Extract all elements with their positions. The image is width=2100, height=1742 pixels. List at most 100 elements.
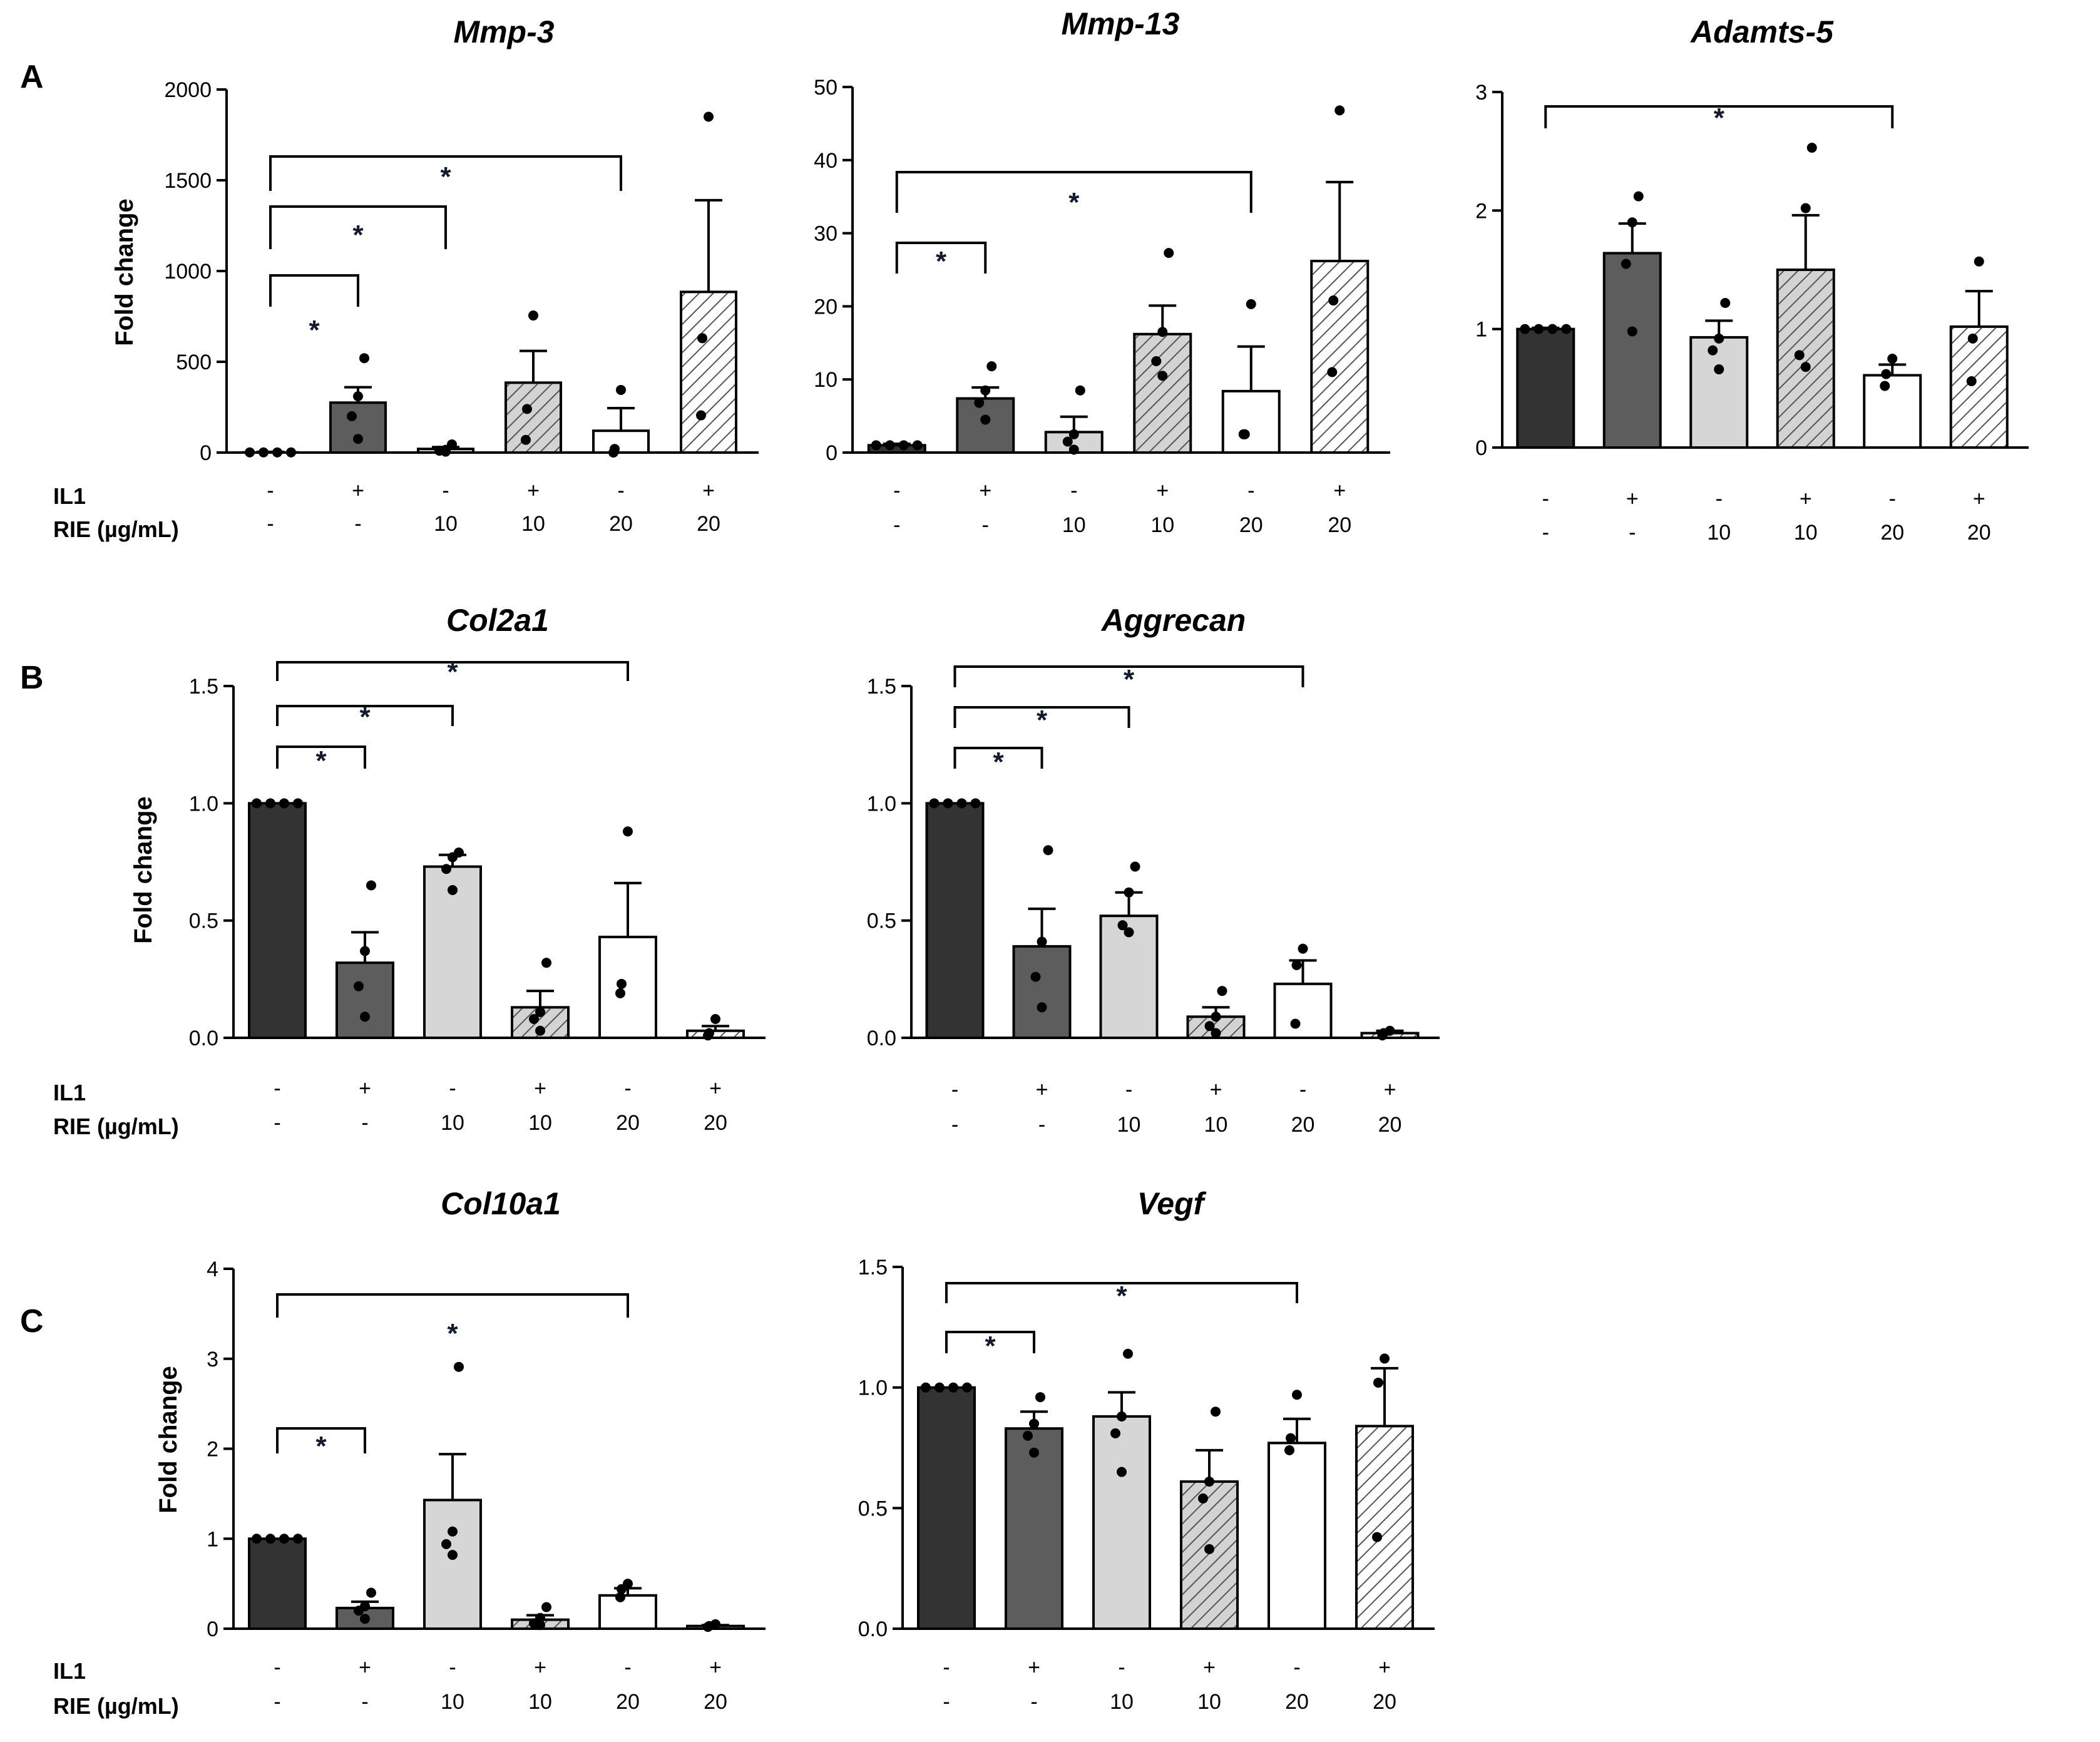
data-point (1035, 1392, 1045, 1403)
data-point (1030, 971, 1041, 982)
data-point (353, 391, 363, 402)
il1-condition-label: - (1299, 1078, 1306, 1102)
significance-star: * (1037, 705, 1048, 735)
data-point (1887, 354, 1898, 364)
rie-condition-label: 10 (1204, 1113, 1228, 1137)
plot-area-aggrecan: 0.0 0.5 1.0 1.5 - - + - - 10 +10 - 20 +20 * * * (867, 664, 1440, 1137)
il1-condition-label: + (534, 1077, 546, 1100)
chart-adamts5: Adamts-5 0 1 2 3 - - + - - 10 +10 - 20 +20 * (1475, 14, 2029, 545)
y-tick-label: 30 (814, 222, 837, 246)
y-tick-label: 0.0 (189, 1027, 218, 1050)
significance-star: * (1116, 1281, 1127, 1311)
row-label-rie-b: RIE (µg/mL) (53, 1114, 179, 1139)
data-point (448, 1526, 458, 1537)
il1-condition-label: - (943, 1656, 950, 1679)
rie-condition-label: - (267, 512, 274, 536)
data-point (293, 1534, 303, 1544)
data-point (697, 333, 707, 344)
rie-condition-label: 20 (1291, 1113, 1315, 1137)
y-tick-label: 2 (207, 1438, 218, 1462)
data-point (1633, 191, 1644, 202)
chart-col10a1: Col10a1 Fold change 0 1 2 3 4 - - + - - 10 +10 - 20 +2… (155, 1186, 766, 1714)
data-point (1800, 203, 1811, 213)
rie-condition-label: 10 (528, 1111, 552, 1135)
data-point (1327, 367, 1338, 377)
data-point (1286, 1433, 1296, 1443)
data-point (454, 1361, 464, 1372)
data-point (1380, 1353, 1390, 1364)
data-point (710, 1014, 720, 1025)
data-point (528, 310, 538, 321)
rie-condition-label: 20 (616, 1690, 640, 1714)
data-point (1334, 105, 1345, 116)
y-tick-label: 1 (1475, 318, 1487, 342)
il1-condition-label: + (1378, 1656, 1391, 1679)
data-point (615, 1592, 625, 1602)
rie-condition-label: - (1542, 521, 1549, 545)
data-point (441, 446, 451, 457)
bar (1092, 1415, 1151, 1631)
data-point (912, 440, 923, 451)
row-label-il1-c: IL1 (53, 1658, 86, 1684)
il1-condition-label: + (352, 479, 364, 503)
il1-condition-label: + (702, 479, 715, 503)
data-point (1037, 936, 1047, 947)
rie-condition-label: 20 (1880, 521, 1904, 545)
il1-condition-label: - (1118, 1656, 1125, 1679)
data-point (1708, 345, 1718, 356)
data-point (448, 1550, 458, 1560)
data-point (1029, 1447, 1039, 1458)
data-point (696, 410, 706, 421)
bar-hatch (1182, 1482, 1236, 1627)
y-tick-label: 1.0 (867, 792, 896, 816)
data-point (1110, 1428, 1120, 1438)
il1-condition-label: + (1800, 487, 1812, 511)
y-tick-label: 3 (1475, 81, 1487, 105)
data-point (1117, 1411, 1127, 1422)
data-point (1377, 1030, 1388, 1041)
data-point (360, 946, 370, 956)
bar (598, 1594, 657, 1630)
rie-condition-label: - (1038, 1113, 1045, 1137)
il1-condition-label: - (1125, 1078, 1132, 1102)
data-point (1966, 376, 1977, 386)
rie-condition-label: 20 (1239, 513, 1263, 537)
chart-title-mmp13: Mmp-13 (1062, 6, 1180, 41)
data-point (1328, 295, 1339, 306)
data-point (1238, 429, 1249, 439)
rie-condition-label: 20 (1373, 1690, 1396, 1714)
data-point (360, 1012, 370, 1022)
il1-condition-label: + (359, 1656, 371, 1679)
data-point (871, 440, 881, 451)
data-point (1124, 887, 1134, 898)
data-point (1794, 350, 1805, 361)
bar (248, 1537, 307, 1630)
y-tick-label: 0 (826, 441, 837, 465)
bar-hatch (1135, 335, 1190, 451)
y-tick-label: 50 (814, 76, 837, 100)
data-point (1627, 326, 1637, 337)
data-point (1211, 1406, 1221, 1417)
rie-condition-label: 20 (609, 512, 633, 536)
rie-condition-label: - (1629, 521, 1636, 545)
data-point (1547, 324, 1558, 334)
il1-condition-label: - (1716, 487, 1723, 511)
data-point (354, 981, 364, 991)
data-point (1800, 362, 1811, 372)
y-tick-label: 0.5 (867, 909, 896, 933)
data-point (617, 1584, 627, 1594)
data-point (1068, 429, 1079, 439)
significance-bracket (276, 1427, 366, 1453)
data-point (535, 1025, 545, 1036)
significance-star: * (359, 702, 371, 732)
data-point (265, 1534, 275, 1544)
significance-bracket (1544, 105, 1894, 128)
rie-condition-label: 10 (434, 512, 458, 536)
y-tick-label: 0 (200, 441, 212, 465)
y-tick-label: 0.0 (867, 1027, 896, 1050)
il1-condition-label: - (1542, 487, 1549, 511)
significance-bracket (953, 706, 1130, 728)
data-point (252, 798, 262, 809)
significance-bracket (953, 747, 1043, 769)
chart-title-aggrecan: Aggrecan (1100, 603, 1246, 638)
